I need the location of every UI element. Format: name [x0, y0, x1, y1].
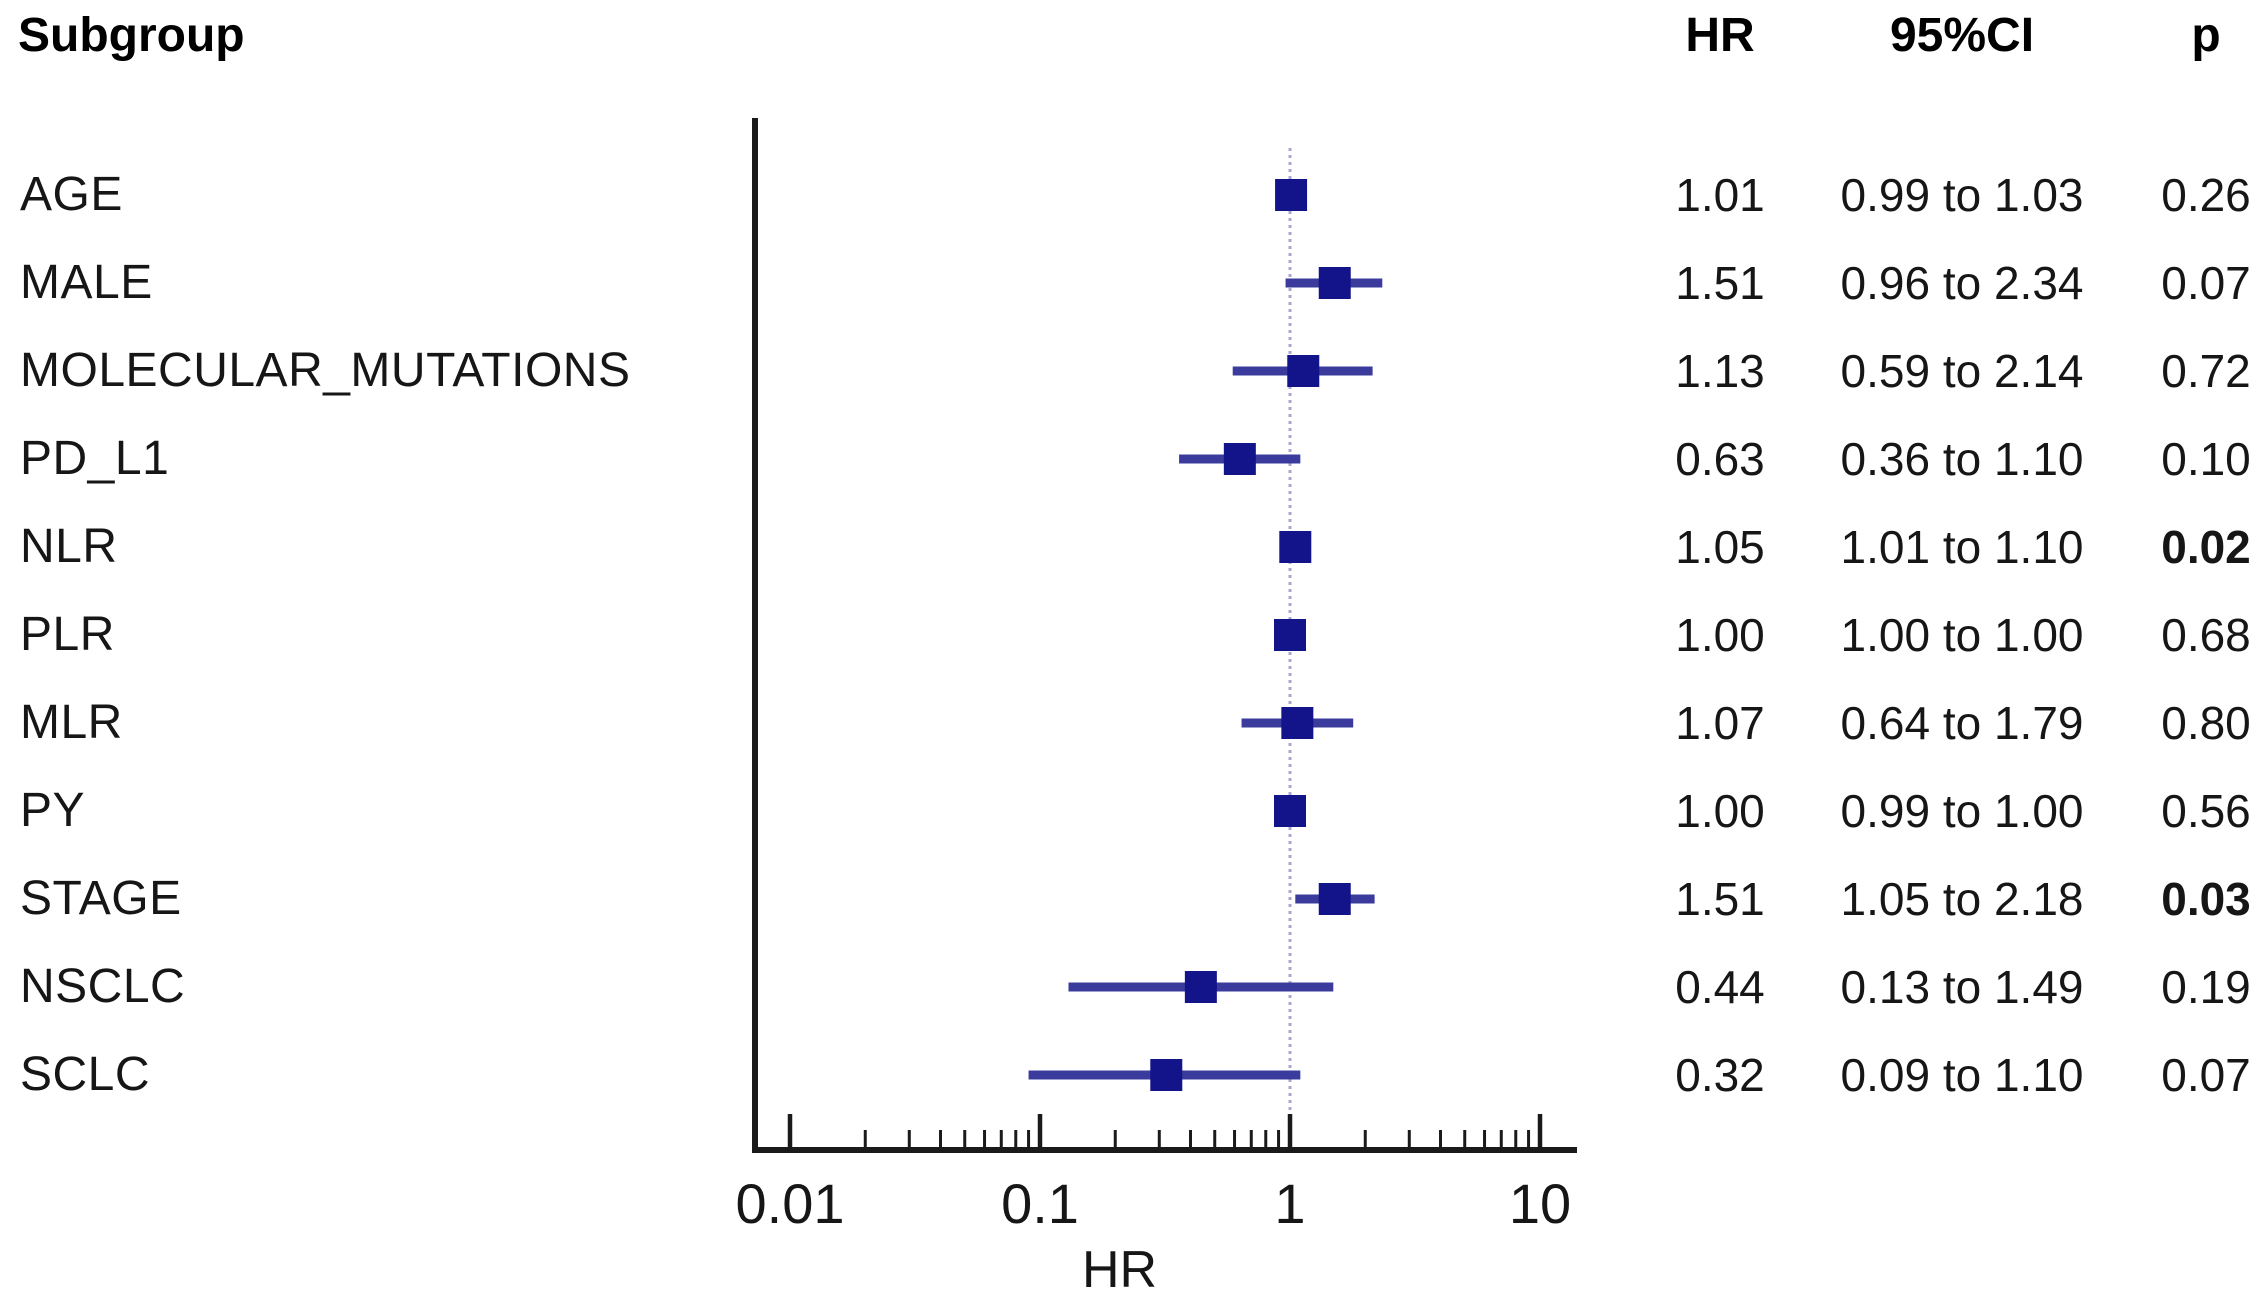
p-value-py: 0.56: [2161, 785, 2251, 837]
hr-marker-stage: [1318, 883, 1351, 915]
p-value-pd-l1: 0.10: [2161, 433, 2251, 485]
ci-value-pd-l1: 0.36 to 1.10: [1840, 433, 2084, 485]
hr-value-nlr: 1.05: [1675, 521, 1765, 573]
hr-column-header: HR: [1685, 9, 1755, 62]
p-value-plr: 0.68: [2161, 609, 2251, 661]
hr-marker-molecular-mutations: [1287, 355, 1320, 387]
hr-marker-py: [1274, 795, 1306, 827]
hr-marker-pd-l1: [1223, 443, 1256, 475]
x-axis-tick-label-0.1: 0.1: [1001, 1172, 1079, 1235]
ci-value-age: 0.99 to 1.03: [1840, 169, 2084, 221]
ci-value-py: 0.99 to 1.00: [1840, 785, 2084, 837]
row-label-sclc: SCLC: [20, 1048, 151, 1101]
row-label-py: PY: [20, 784, 86, 837]
ci-value-sclc: 0.09 to 1.10: [1840, 1049, 2084, 1101]
hr-value-py: 1.00: [1675, 785, 1765, 837]
row-label-nlr: NLR: [20, 520, 118, 573]
p-value-stage: 0.03: [2161, 873, 2251, 925]
p-value-sclc: 0.07: [2161, 1049, 2251, 1101]
row-label-male: MALE: [20, 256, 153, 309]
hr-value-plr: 1.00: [1675, 609, 1765, 661]
p-value-molecular-mutations: 0.72: [2161, 345, 2251, 397]
row-label-nsclc: NSCLC: [20, 960, 186, 1013]
hr-value-age: 1.01: [1675, 169, 1765, 221]
ci-column-header: 95%CI: [1889, 9, 2035, 62]
hr-value-stage: 1.51: [1675, 873, 1765, 925]
p-value-mlr: 0.80: [2161, 697, 2251, 749]
row-label-molecular-mutations: MOLECULAR_MUTATIONS: [20, 344, 631, 397]
hr-value-mlr: 1.07: [1675, 697, 1765, 749]
p-value-nsclc: 0.19: [2161, 961, 2251, 1013]
row-label-plr: PLR: [20, 608, 115, 661]
x-axis-tick-label-10: 10: [1509, 1172, 1571, 1235]
x-axis-title: HR: [1082, 1241, 1157, 1299]
hr-value-pd-l1: 0.63: [1675, 433, 1765, 485]
x-axis-tick-label-1: 1: [1274, 1172, 1305, 1235]
row-label-mlr: MLR: [20, 696, 123, 749]
hr-value-molecular-mutations: 1.13: [1675, 345, 1765, 397]
hr-value-sclc: 0.32: [1675, 1049, 1765, 1101]
ci-value-mlr: 0.64 to 1.79: [1840, 697, 2084, 749]
p-value-nlr: 0.02: [2161, 521, 2251, 573]
hr-value-male: 1.51: [1675, 257, 1765, 309]
hr-marker-sclc: [1150, 1059, 1183, 1091]
hr-marker-nlr: [1279, 531, 1312, 563]
p-column-header: p: [2191, 9, 2221, 62]
ci-value-male: 0.96 to 2.34: [1840, 257, 2084, 309]
hr-marker-nsclc: [1184, 971, 1217, 1003]
hr-marker-age: [1275, 179, 1308, 211]
ci-value-molecular-mutations: 0.59 to 2.14: [1840, 345, 2084, 397]
hr-marker-plr: [1274, 619, 1306, 651]
ci-value-plr: 1.00 to 1.00: [1840, 609, 2084, 661]
subgroup-column-header: Subgroup: [18, 9, 245, 62]
x-axis-tick-label-0.01: 0.01: [736, 1172, 845, 1235]
ci-value-nsclc: 0.13 to 1.49: [1840, 961, 2084, 1013]
hr-marker-mlr: [1281, 707, 1314, 739]
hr-value-nsclc: 0.44: [1675, 961, 1765, 1013]
p-value-male: 0.07: [2161, 257, 2251, 309]
p-value-age: 0.26: [2161, 169, 2251, 221]
row-label-age: AGE: [20, 168, 123, 221]
ci-value-nlr: 1.01 to 1.10: [1840, 521, 2084, 573]
row-label-pd-l1: PD_L1: [20, 432, 170, 485]
row-label-stage: STAGE: [20, 872, 182, 925]
hr-marker-male: [1318, 267, 1351, 299]
ci-value-stage: 1.05 to 2.18: [1840, 873, 2084, 925]
